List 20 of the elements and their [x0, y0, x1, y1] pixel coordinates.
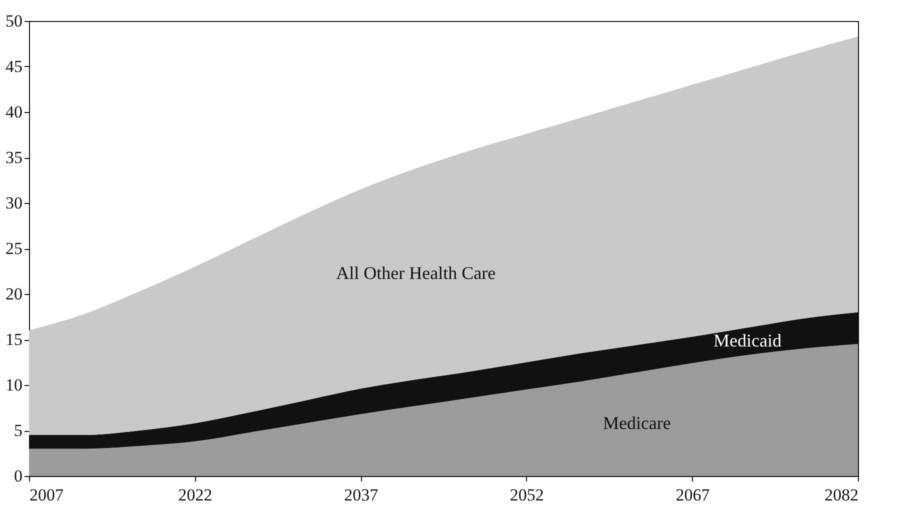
x-tick-label: 2037 — [344, 486, 379, 504]
x-tick-label: 2082 — [824, 486, 858, 504]
series-label: Medicare — [602, 413, 671, 434]
y-tick-label: 25 — [6, 239, 22, 258]
y-tick-label: 5 — [14, 421, 22, 440]
x-tick-label: 2052 — [510, 486, 544, 504]
y-tick-label: 10 — [6, 376, 22, 394]
series-label: All Other Health Care — [336, 262, 496, 283]
y-tick-label: 15 — [6, 330, 22, 349]
y-tick-label: 0 — [14, 466, 22, 486]
y-tick-label: 35 — [6, 148, 22, 167]
y-tick-label: 45 — [6, 57, 22, 76]
x-tick-label: 2067 — [676, 486, 710, 504]
y-tick-label: 40 — [6, 102, 22, 122]
series-label: Medicaid — [713, 330, 782, 350]
y-tick-label: 20 — [6, 284, 22, 304]
x-tick-label: 2007 — [30, 486, 64, 504]
y-tick-label: 50 — [6, 12, 22, 30]
x-tick-label: 2022 — [178, 486, 212, 504]
y-tick-label: 30 — [6, 194, 22, 212]
